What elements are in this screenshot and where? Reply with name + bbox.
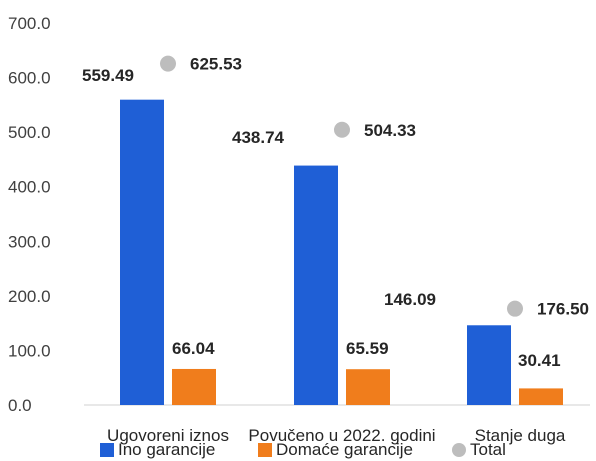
bar-domace-garancije	[519, 388, 563, 405]
total-marker	[507, 301, 523, 317]
bar-domace-garancije	[346, 369, 390, 405]
bar-ino-garancije	[294, 166, 338, 405]
data-label-domace: 66.04	[172, 339, 215, 358]
legend-label: Domaće garancije	[276, 440, 413, 459]
total-marker	[160, 56, 176, 72]
y-tick-label: 0.0	[8, 396, 32, 415]
legend-label: Ino garancije	[118, 440, 215, 459]
data-label-total: 176.50	[537, 300, 589, 319]
data-label-domace: 30.41	[518, 351, 561, 370]
data-label-total: 504.33	[364, 121, 416, 140]
legend-swatch	[100, 443, 114, 457]
y-tick-label: 400.0	[8, 178, 51, 197]
legend-marker	[452, 443, 466, 457]
legend-swatch	[258, 443, 272, 457]
data-label-ino: 438.74	[232, 128, 285, 147]
y-axis: 0.0 100.0 200.0 300.0 400.0 500.0 600.0 700.0	[8, 14, 51, 415]
legend: Ino garancije Domaće garancije Total	[100, 440, 506, 459]
y-tick-label: 200.0	[8, 287, 51, 306]
y-tick-label: 700.0	[8, 14, 51, 33]
y-tick-label: 100.0	[8, 341, 51, 360]
y-tick-label: 600.0	[8, 69, 51, 88]
legend-label: Total	[470, 440, 506, 459]
data-label-domace: 65.59	[346, 339, 389, 358]
data-label-total: 625.53	[190, 55, 242, 74]
total-markers	[160, 56, 523, 317]
bars	[120, 100, 563, 405]
bar-ino-garancije	[467, 325, 511, 405]
y-tick-label: 300.0	[8, 232, 51, 251]
bar-ino-garancije	[120, 100, 164, 405]
y-tick-label: 500.0	[8, 123, 51, 142]
data-label-ino: 559.49	[82, 66, 134, 85]
bar-domace-garancije	[172, 369, 216, 405]
total-marker	[334, 122, 350, 138]
data-label-ino: 146.09	[384, 290, 436, 309]
